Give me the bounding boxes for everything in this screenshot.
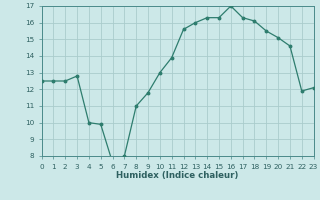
X-axis label: Humidex (Indice chaleur): Humidex (Indice chaleur) [116, 171, 239, 180]
